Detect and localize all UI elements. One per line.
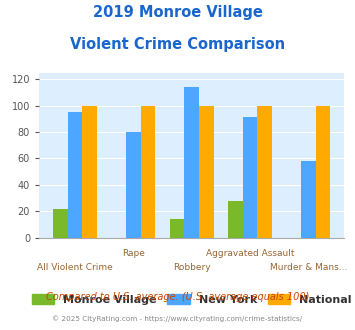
Bar: [126, 132, 141, 238]
Bar: [53, 209, 67, 238]
Bar: [301, 161, 316, 238]
Bar: [82, 106, 97, 238]
Bar: [257, 106, 272, 238]
Text: Aggravated Assault: Aggravated Assault: [206, 249, 294, 258]
Bar: [184, 87, 199, 238]
Bar: [141, 106, 155, 238]
Bar: [316, 106, 331, 238]
Bar: [170, 219, 184, 238]
Bar: [243, 117, 257, 238]
Text: 2019 Monroe Village: 2019 Monroe Village: [93, 5, 262, 20]
Text: All Violent Crime: All Violent Crime: [37, 263, 113, 272]
Bar: [228, 201, 243, 238]
Text: Murder & Mans...: Murder & Mans...: [270, 263, 347, 272]
Legend: Monroe Village, New York, National: Monroe Village, New York, National: [27, 289, 355, 309]
Text: Rape: Rape: [122, 249, 145, 258]
Bar: [67, 112, 82, 238]
Text: © 2025 CityRating.com - https://www.cityrating.com/crime-statistics/: © 2025 CityRating.com - https://www.city…: [53, 315, 302, 322]
Text: Violent Crime Comparison: Violent Crime Comparison: [70, 37, 285, 52]
Bar: [199, 106, 214, 238]
Text: Robbery: Robbery: [173, 263, 211, 272]
Text: Compared to U.S. average. (U.S. average equals 100): Compared to U.S. average. (U.S. average …: [46, 292, 309, 302]
